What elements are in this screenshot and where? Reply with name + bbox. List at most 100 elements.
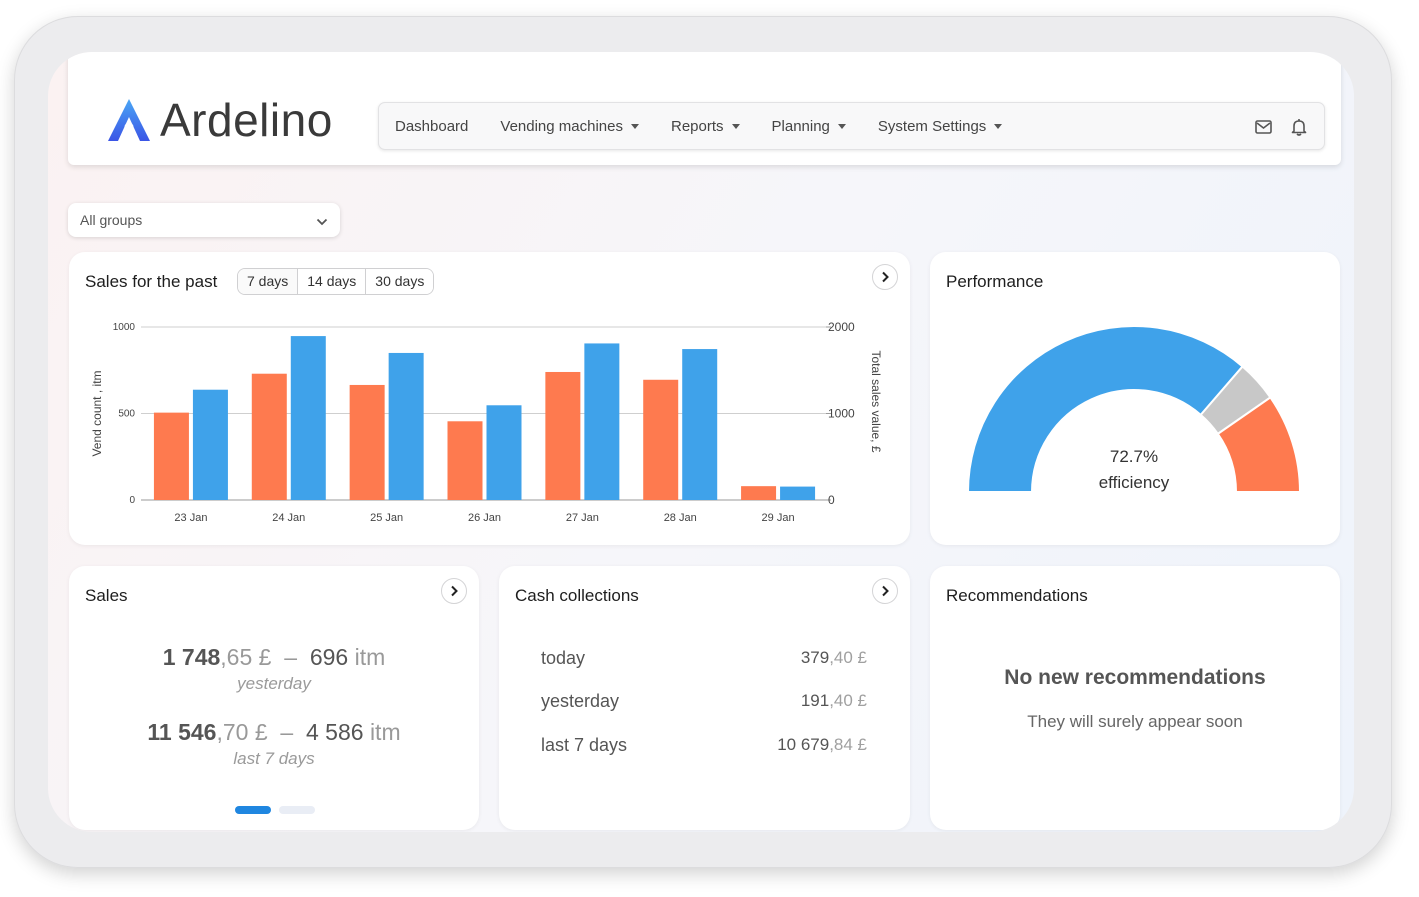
nav-vending-machines[interactable]: Vending machines: [500, 118, 639, 135]
sales-open-button[interactable]: [441, 578, 467, 604]
group-select[interactable]: All groups: [68, 203, 340, 237]
nav-dashboard[interactable]: Dashboard: [395, 118, 468, 135]
sales-unit: itm: [354, 644, 386, 670]
mail-icon[interactable]: [1254, 117, 1273, 136]
y-tick-label: 500: [118, 409, 135, 420]
chevron-down-icon: [316, 213, 328, 229]
pager-dot-2[interactable]: [279, 806, 315, 814]
x-tick-label: 28 Jan: [664, 512, 697, 524]
recommendations-title: Recommendations: [946, 586, 1088, 605]
cash-amount-int: 191: [800, 691, 830, 710]
nav-system-settings[interactable]: System Settings: [877, 117, 1003, 135]
app-name: Ardelino: [160, 94, 333, 146]
sales-chart-open-button[interactable]: [872, 264, 898, 290]
sales-chart-card: Sales for the past 7 days 14 days 30 day…: [69, 252, 910, 545]
cash-amount: 379,40 £: [801, 648, 867, 669]
chevron-right-icon: [882, 585, 889, 597]
gauge-segment-efficiency: [966, 325, 1245, 493]
period-7-days[interactable]: 7 days: [238, 269, 299, 294]
cash-row-today: today 379,40 £: [541, 648, 867, 669]
cash-label: yesterday: [541, 691, 620, 711]
bar-sales-value: [780, 486, 816, 500]
x-tick-label: 24 Jan: [272, 512, 305, 524]
gauge-segment-loss: [1216, 396, 1302, 493]
cash-row-last-7-days: last 7 days 10 679,84 £: [541, 735, 867, 756]
y-tick-label: 0: [129, 495, 135, 506]
sales-amount: 1 748: [162, 644, 221, 670]
x-tick-label: 25 Jan: [370, 512, 403, 524]
sales-amount-decimal: ,70 £: [216, 719, 268, 745]
x-tick-label: 29 Jan: [762, 512, 795, 524]
sales-period: yesterday: [237, 674, 311, 693]
sales-yesterday: 1 748,65 £ – 696 itm: [69, 644, 479, 671]
gauge-caption: efficiency: [1099, 473, 1170, 492]
cash-label: today: [541, 648, 586, 668]
nav-label: Reports: [670, 117, 724, 135]
cash-open-button[interactable]: [872, 578, 898, 604]
period-30-days[interactable]: 30 days: [366, 269, 434, 294]
sales-chart-title: Sales for the past: [85, 272, 218, 291]
bar-vend-count: [153, 412, 189, 500]
caret-down-icon: [630, 123, 639, 129]
caret-down-icon: [731, 123, 740, 129]
cash-amount-int: 379: [800, 648, 830, 667]
separator: –: [280, 719, 294, 745]
pager-dot-1[interactable]: [235, 806, 271, 814]
y-right-axis-label: Total sales value, £: [869, 350, 883, 452]
bar-vend-count: [447, 421, 483, 500]
y-axis-label: Vend count , itm: [90, 370, 104, 456]
y-tick-label: 1000: [113, 322, 136, 333]
cash-amount: 10 679,84 £: [777, 735, 867, 756]
sales-title: Sales: [85, 586, 128, 605]
period-switch: 7 days 14 days 30 days: [237, 268, 435, 295]
nav-planning[interactable]: Planning: [772, 118, 846, 135]
cash-amount: 191,40 £: [801, 691, 867, 712]
caret-down-icon: [994, 123, 1003, 129]
sales-pager: [235, 806, 315, 814]
nav-reports[interactable]: Reports: [671, 118, 740, 135]
sales-amount: 11 546: [147, 719, 217, 745]
cash-amount-int: 10 679: [777, 735, 830, 754]
separator: –: [284, 644, 298, 670]
bar-vend-count: [643, 379, 679, 500]
main-nav: Dashboard Vending machines Reports Plann…: [378, 102, 1325, 150]
bar-sales-value: [388, 352, 424, 500]
nav-label: Planning: [771, 117, 830, 135]
sales-items: 4 586: [305, 719, 364, 745]
y-right-tick-label: 1000: [828, 407, 855, 421]
performance-title: Performance: [946, 272, 1044, 291]
caret-down-icon: [837, 123, 846, 129]
group-select-value: All groups: [80, 212, 143, 228]
cash-title: Cash collections: [515, 586, 639, 605]
nav-label: System Settings: [877, 117, 987, 135]
sales-items: 696: [309, 644, 349, 670]
y-right-tick-label: 0: [828, 493, 835, 507]
sales-last-7-days: 11 546,70 £ – 4 586 itm: [69, 719, 479, 746]
x-tick-label: 26 Jan: [468, 512, 501, 524]
period-14-days[interactable]: 14 days: [298, 269, 367, 294]
bar-vend-count: [251, 373, 287, 500]
performance-gauge: 72.7% efficiency: [966, 325, 1302, 493]
bar-vend-count: [545, 371, 581, 500]
nav-label: Dashboard: [395, 117, 469, 135]
header: Ardelino Dashboard Vending machines Repo…: [68, 52, 1341, 165]
cash-row-yesterday: yesterday 191,40 £: [541, 691, 867, 712]
chevron-right-icon: [882, 271, 889, 283]
x-tick-label: 27 Jan: [566, 512, 599, 524]
logo[interactable]: Ardelino: [106, 95, 333, 145]
sales-card: Sales 1 748,65 £ – 696 itm yesterday 11 …: [69, 566, 479, 830]
bar-vend-count: [741, 486, 777, 500]
bar-sales-value: [192, 389, 228, 500]
cash-amount-decimal: ,40 £: [829, 691, 867, 710]
gauge-value: 72.7%: [1110, 447, 1158, 466]
bar-sales-value: [584, 343, 620, 500]
bar-sales-value: [682, 349, 718, 500]
cash-label: last 7 days: [541, 735, 628, 755]
recommendations-empty-subtitle: They will surely appear soon: [1027, 712, 1243, 731]
nav-icons: [1254, 117, 1308, 136]
bell-icon[interactable]: [1289, 117, 1308, 136]
cash-collections-card: Cash collections today 379,40 £ yesterda…: [499, 566, 910, 830]
bar-vend-count: [349, 384, 385, 500]
y-right-tick-label: 2000: [828, 320, 855, 334]
chevron-right-icon: [451, 585, 458, 597]
